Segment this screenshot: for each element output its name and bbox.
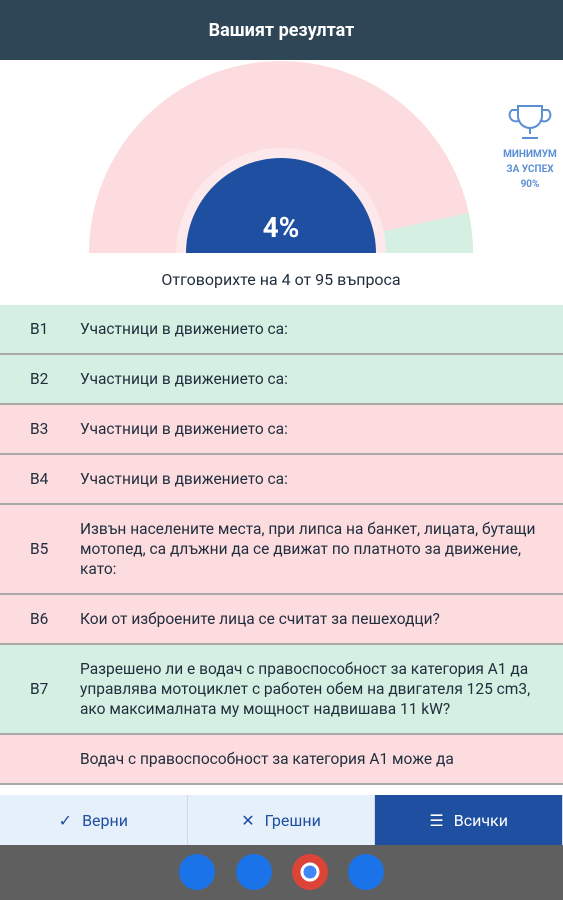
tab-label: Грешни [264, 810, 321, 830]
question-id: В4 [30, 470, 49, 488]
question-text: Участници в движението са: [80, 470, 288, 488]
gauge-core [186, 158, 376, 253]
question-id: В2 [30, 370, 49, 388]
gauge: 4% МИНИМУМ ЗА УСПЕХ 90% Отговорихте на 4… [89, 61, 557, 289]
question-row[interactable]: В4 Участници в движението са: [0, 455, 563, 505]
tab-wrong[interactable]: ✕ Грешни [187, 795, 376, 845]
question-row[interactable]: В2 Участници в движението са: [0, 355, 563, 405]
question-id: В1 [30, 320, 49, 338]
messages-app[interactable] [236, 854, 272, 890]
question-list: В1 Участници в движението са: В2 Участници … [0, 305, 563, 795]
question-text: Водач с правоспособност за категория А1 … [80, 750, 454, 768]
question-text: Участници в движението са: [80, 370, 288, 388]
question-row[interactable]: Водач с правоспособност за категория А1 … [0, 735, 563, 785]
question-id: В5 [30, 540, 49, 558]
question-text: Кои от изброените лица се считат за пеше… [80, 610, 440, 628]
phone-app[interactable] [179, 854, 215, 890]
score-percent: 4% [263, 211, 300, 244]
question-id: В3 [30, 420, 49, 438]
question-row[interactable]: В1 Участници в движението са: [0, 305, 563, 355]
header-title: Вашият резултат [0, 0, 563, 60]
min-label: ЗА УСПЕХ [506, 164, 554, 175]
question-row[interactable]: В6 Кои от изброените лица се считат за пе… [0, 595, 563, 645]
tab-all[interactable]: ☰ Всички [375, 795, 563, 845]
question-row[interactable]: В5 Извън населените места, при липса на б… [0, 505, 563, 595]
tab-correct[interactable]: ✓ Верни [0, 795, 188, 845]
question-text: Извън населените места, при липса на бан… [80, 520, 536, 578]
tab-label: Верни [82, 810, 128, 830]
min-label: 90% [521, 179, 540, 190]
question-text: Участници в движението са: [80, 420, 288, 438]
question-row[interactable]: В3 Участници в движението са: [0, 405, 563, 455]
tab-label: Всички [453, 810, 508, 830]
question-id: В7 [30, 680, 49, 698]
system-dock [0, 845, 563, 900]
summary: Отговорихте на 4 от 95 въпроса [161, 270, 400, 289]
question-row[interactable]: В7 Разрешено ли е водач с правоспособност… [0, 645, 563, 735]
camera-app[interactable] [348, 854, 384, 890]
list-icon: ☰ [429, 810, 444, 830]
chrome-center [300, 862, 320, 882]
question-text: Разрешено ли е водач с правоспособност з… [80, 660, 531, 718]
question-id: В6 [30, 610, 49, 628]
trophy-icon [508, 105, 552, 139]
min-label: МИНИМУМ [503, 149, 557, 160]
x-icon: ✕ [241, 810, 255, 830]
question-text: Участници в движението са: [80, 320, 288, 338]
tab-bar: ✓ Верни ✕ Грешни ☰ Всички [0, 795, 563, 845]
check-icon: ✓ [58, 810, 73, 830]
